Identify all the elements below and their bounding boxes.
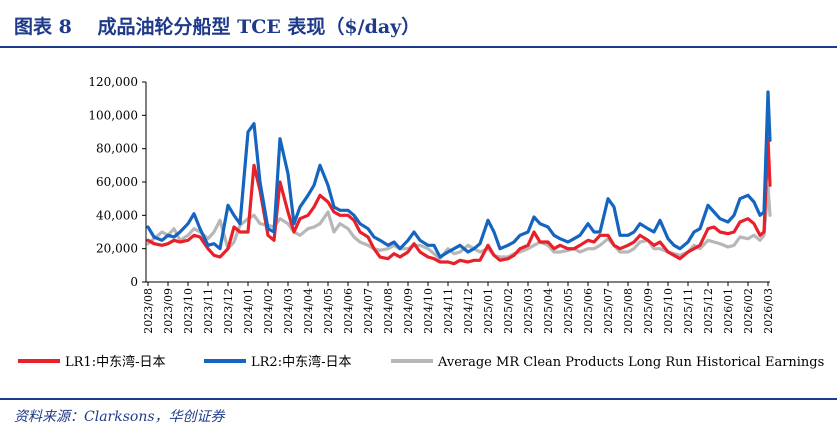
- x-tick-label: 2024/10: [422, 288, 435, 334]
- x-tick-label: 2025/05: [562, 288, 575, 334]
- y-tick-label: 40,000: [96, 208, 138, 222]
- x-tick-label: 2024/06: [342, 288, 355, 334]
- x-tick-label: 2026/03: [762, 288, 775, 334]
- x-tick-label: 2024/04: [302, 288, 315, 334]
- x-tick-label: 2023/12: [222, 288, 235, 334]
- y-tick-label: 0: [130, 275, 138, 289]
- x-tick-label: 2023/11: [202, 288, 215, 334]
- x-tick-label: 2026/02: [742, 288, 755, 334]
- series-line-2: [146, 90, 772, 259]
- y-tick-label: 60,000: [96, 175, 138, 189]
- source-divider: [0, 398, 837, 400]
- chart-legend: LR1:中东湾-日本 LR2:中东湾-日本 Average MR Clean Pro…: [18, 354, 824, 370]
- figure-title: 图表 8 成品油轮分船型 TCE 表现（$/day）: [14, 16, 421, 38]
- x-tick-label: 2025/03: [522, 288, 535, 334]
- x-tick-label: 2023/09: [162, 288, 175, 334]
- x-tick-label: 2025/11: [682, 288, 695, 334]
- y-tick-label: 20,000: [96, 242, 138, 256]
- x-tick-label: 2024/09: [402, 288, 415, 334]
- x-tick-label: 2024/03: [282, 288, 295, 334]
- x-tick-label: 2025/04: [542, 288, 555, 334]
- series-line-1: [146, 137, 772, 266]
- x-tick-label: 2024/08: [382, 288, 395, 334]
- x-tick-label: 2025/12: [702, 288, 715, 334]
- y-tick-label: 80,000: [96, 142, 138, 156]
- x-tick-label: 2025/09: [642, 288, 655, 334]
- x-tick-label: 2025/08: [622, 288, 635, 334]
- x-tick-label: 2024/05: [322, 288, 335, 334]
- x-tick-label: 2025/06: [582, 288, 595, 334]
- legend-label-1: LR1:中东湾-日本: [65, 354, 165, 370]
- x-tick-label: 2025/07: [602, 288, 615, 334]
- x-tick-label: 2024/12: [462, 288, 475, 334]
- x-tick-label: 2024/02: [262, 288, 275, 334]
- x-tick-label: 2023/08: [142, 288, 155, 334]
- x-tick-label: 2025/10: [662, 288, 675, 334]
- x-tick-label: 2023/10: [182, 288, 195, 334]
- source-note: 资料来源：Clarksons，华创证券: [14, 409, 225, 425]
- x-tick-label: 2024/07: [362, 288, 375, 334]
- y-tick-label: 100,000: [88, 108, 138, 122]
- legend-label-3: Average MR Clean Products Long Run Histo…: [437, 355, 824, 370]
- chart-series: [146, 90, 772, 266]
- x-tick-label: 2024/01: [242, 288, 255, 334]
- chart-axes: 0 20,000 40,000 60,000 80,000 100,000 120,000 2…: [88, 75, 775, 334]
- title-divider: [0, 46, 837, 48]
- x-tick-label: 2024/11: [442, 288, 455, 334]
- x-tick-label: 2026/01: [722, 288, 735, 334]
- y-tick-label: 120,000: [88, 75, 138, 89]
- x-tick-label: 2025/01: [482, 288, 495, 334]
- x-tick-label: 2025/02: [502, 288, 515, 334]
- legend-label-2: LR2:中东湾-日本: [251, 354, 351, 370]
